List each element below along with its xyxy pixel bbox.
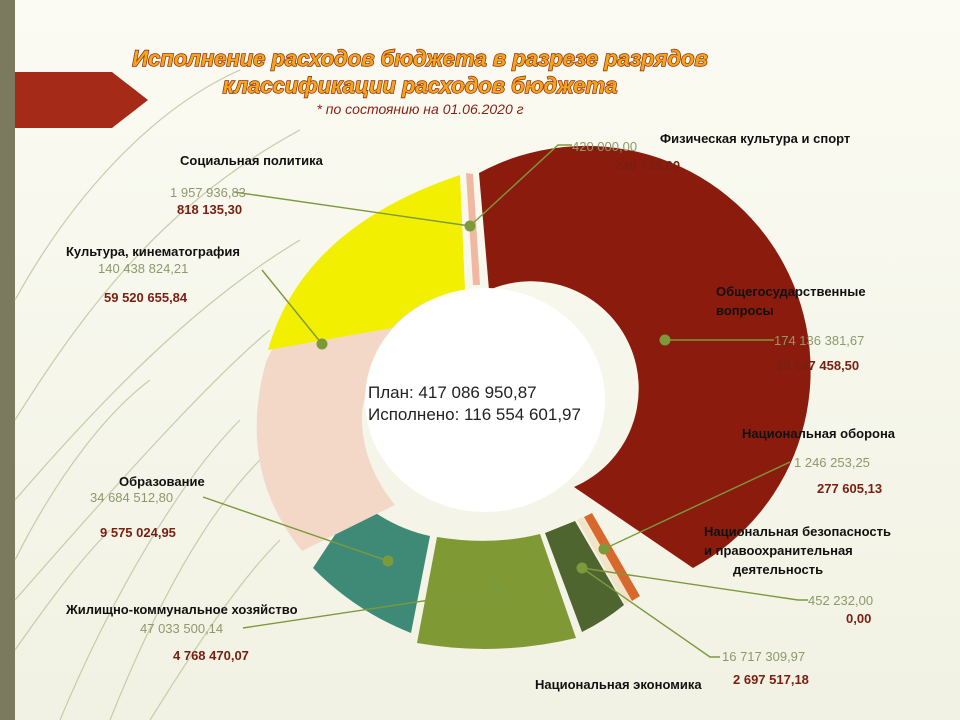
- slice-education: [313, 500, 430, 633]
- leader-dot-economy: [576, 562, 588, 574]
- leader-dot-housing: [491, 584, 503, 596]
- leader-line-culture: [261, 269, 323, 345]
- label-defense-executed: 277 605,13: [817, 481, 882, 496]
- label-housing-plan: 47 033 500,14: [140, 621, 223, 636]
- total-plan-text: План: 417 086 950,87: [368, 383, 537, 402]
- left-side-bar: [0, 0, 15, 720]
- label-housing-name: Жилищно-коммунальное хозяйство: [65, 602, 298, 617]
- leader-line-housing: [242, 589, 498, 629]
- label-defense-name: Национальная оборона: [742, 426, 896, 441]
- leader-line-sport: [469, 144, 572, 227]
- chart-subtitle: * по состоянию на 01.06.2020 г: [316, 101, 523, 117]
- label-sport-executed: 249 735,00: [615, 158, 680, 173]
- label-security-name: Национальная безопасность: [704, 524, 891, 539]
- leader-line-education: [202, 496, 389, 562]
- label-sport-name: Физическая культура и спорт: [660, 131, 850, 146]
- leader-line-security: [581, 567, 808, 601]
- chart-title-line2: классификации расходов бюджета: [223, 73, 618, 98]
- label-defense-plan: 1 246 253,25: [794, 455, 870, 470]
- slice-general-issues: [479, 145, 811, 568]
- label-security-executed: 0,00: [846, 611, 871, 626]
- total-executed-text: Исполнено: 116 554 601,97: [368, 405, 581, 424]
- label-general-issues-plan: 174 136 381,67: [774, 333, 864, 348]
- donut-hole: [365, 288, 605, 512]
- leader-dots: [316, 220, 671, 596]
- label-economy-executed: 2 697 517,18: [733, 672, 809, 687]
- leader-dot-general-issues: [659, 334, 671, 346]
- label-security-name-line3: деятельность: [733, 562, 823, 577]
- leader-line-economy: [581, 567, 720, 658]
- label-general-issues-name-line2: вопросы: [716, 303, 774, 318]
- label-social-executed: 818 135,30: [177, 202, 242, 217]
- label-social-name: Социальная политика: [180, 153, 324, 168]
- label-general-issues-name: Общегосударственные: [716, 284, 866, 299]
- slice-defense: [584, 513, 640, 601]
- slice-security: [577, 517, 632, 604]
- leader-dot-sport: [464, 220, 476, 232]
- chart-title-line1: Исполнение расходов бюджета в разрезе ра…: [132, 46, 708, 71]
- label-general-issues-executed: 38 647 458,50: [776, 358, 859, 373]
- leader-line-social: [233, 191, 471, 227]
- label-sport-plan: 420 000,00: [572, 139, 637, 154]
- slice-economy: [545, 521, 624, 632]
- label-culture-plan: 140 438 824,21: [98, 261, 188, 276]
- label-education-plan: 34 684 512,80: [90, 490, 173, 505]
- label-security-plan: 452 232,00: [808, 593, 873, 608]
- leader-line-defense: [603, 461, 791, 550]
- label-security-name-line2: и правоохранительная: [704, 543, 853, 558]
- label-culture-executed: 59 520 655,84: [104, 290, 188, 305]
- leader-dot-defense: [598, 543, 610, 555]
- label-housing-executed: 4 768 470,07: [173, 648, 249, 663]
- leader-lines: [202, 144, 808, 658]
- label-social-plan: 1 957 936,83: [170, 185, 246, 200]
- label-economy-plan: 16 717 309,97: [722, 649, 805, 664]
- label-economy-name: Национальная экономика: [535, 677, 702, 692]
- leader-dot-education: [382, 555, 394, 567]
- leader-dot-culture: [316, 338, 328, 350]
- decorative-curves: [14, 69, 301, 720]
- label-culture-name: Культура, кинематография: [66, 244, 240, 259]
- label-education-executed: 9 575 024,95: [100, 525, 176, 540]
- label-education-name: Образование: [119, 474, 205, 489]
- title-banner-arrow: [15, 72, 148, 128]
